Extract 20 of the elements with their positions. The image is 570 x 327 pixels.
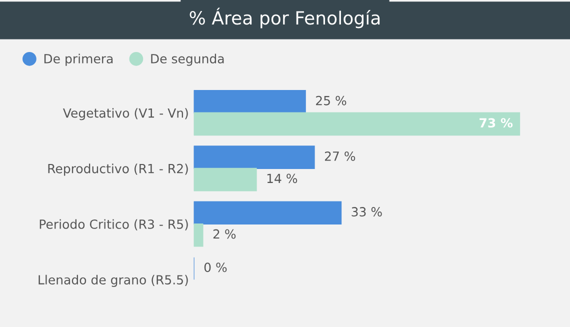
chart-title: % Área por Fenología [190, 8, 380, 28]
legend-label: De primera [44, 54, 113, 66]
data-label: 25 % [316, 96, 346, 106]
bar [194, 146, 315, 169]
y-tick-label: Vegetativo (V1 - Vn) [62, 108, 188, 120]
y-tick-label: Reproductivo (R1 - R2) [48, 164, 188, 176]
bar [194, 223, 204, 247]
data-label: 33 % [352, 207, 382, 217]
y-tick-label: Periodo Critico (R3 - R5) [40, 219, 188, 230]
data-label: 0 % [204, 262, 227, 272]
data-label: 14 % [267, 174, 298, 184]
bar [194, 90, 306, 114]
data-label: 27 % [324, 151, 356, 161]
bar [194, 168, 257, 192]
bar [194, 201, 342, 225]
legend-label: De segunda [151, 54, 224, 66]
data-label: 2 % [213, 229, 236, 239]
bar [194, 112, 520, 136]
data-label: 73 % [480, 118, 513, 128]
y-tick-label: Llenado de grano (R5.5) [38, 274, 188, 287]
